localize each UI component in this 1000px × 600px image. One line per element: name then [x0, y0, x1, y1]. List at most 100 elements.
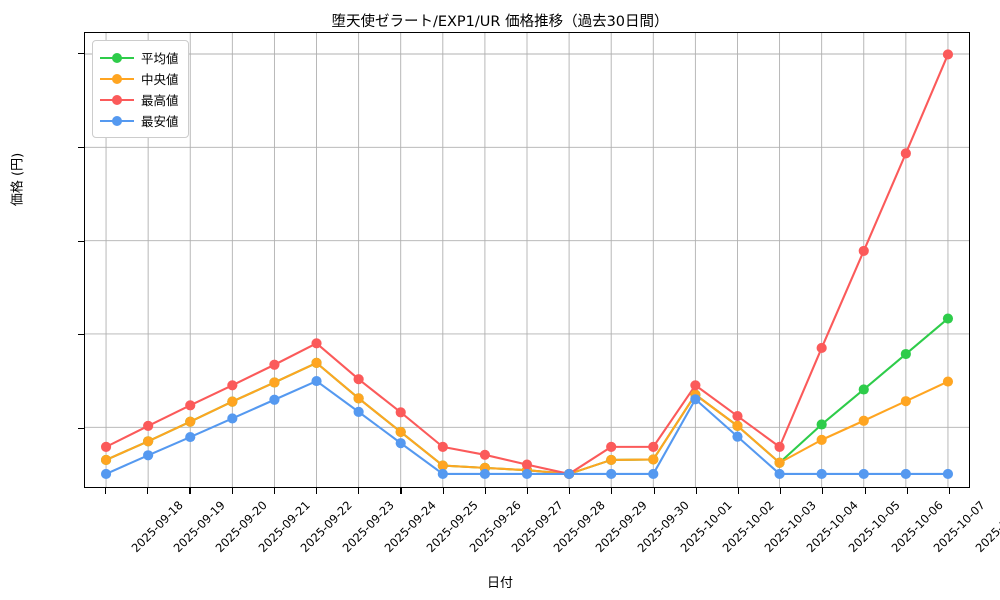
data-point: [606, 454, 617, 466]
y-tick-mark: [78, 146, 84, 148]
data-point: [395, 438, 406, 449]
data-point: [521, 468, 533, 480]
data-point: [353, 374, 364, 385]
y-tick-mark: [78, 428, 84, 430]
data-point: [521, 459, 533, 470]
data-point: [942, 313, 954, 324]
data-point: [774, 441, 785, 452]
data-point: [732, 410, 743, 422]
data-point: [690, 394, 701, 405]
x-tick-mark: [273, 488, 275, 494]
x-tick-mark: [611, 488, 613, 494]
data-point: [269, 377, 280, 388]
data-point: [353, 393, 364, 404]
x-tick-mark: [527, 488, 529, 494]
data-point: [858, 384, 869, 395]
y-tick-mark: [78, 53, 84, 55]
data-point: [900, 148, 911, 159]
data-point: [816, 342, 827, 354]
data-point: [942, 376, 954, 387]
legend-label: 最高値: [141, 93, 179, 108]
x-tick-mark: [864, 488, 866, 494]
data-point: [227, 396, 238, 407]
data-point: [185, 431, 196, 443]
data-point: [816, 468, 827, 480]
series-line: [105, 53, 949, 475]
plot-area: [84, 32, 970, 488]
data-point: [437, 460, 448, 471]
x-tick-mark: [780, 488, 782, 494]
x-tick-mark: [822, 488, 824, 494]
legend-entry[interactable]: 最安値: [100, 110, 179, 131]
data-point: [900, 396, 911, 407]
data-point: [100, 468, 112, 480]
y-tick-mark: [78, 334, 84, 336]
series-line: [105, 317, 949, 475]
x-tick-mark: [484, 488, 486, 494]
data-point: [648, 454, 659, 465]
data-point: [479, 449, 490, 460]
chart-legend: 平均値中央値最高値最安値: [92, 40, 189, 138]
x-tick-mark: [906, 488, 908, 494]
y-axis-label: 価格 (円): [10, 152, 26, 207]
legend-entry[interactable]: 最高値: [100, 89, 179, 110]
data-point: [395, 407, 406, 418]
data-point: [227, 413, 238, 424]
data-point: [143, 420, 154, 431]
x-tick-mark: [695, 488, 697, 494]
x-tick-mark: [737, 488, 740, 494]
legend-label: 平均値: [141, 51, 179, 66]
data-point: [311, 376, 322, 387]
data-point: [900, 468, 911, 480]
x-tick-mark: [442, 488, 444, 494]
data-point: [269, 359, 280, 370]
data-point: [185, 400, 196, 411]
data-point: [479, 468, 490, 480]
data-point: [143, 436, 154, 447]
data-point: [100, 454, 112, 466]
data-point: [185, 416, 196, 427]
data-point: [227, 380, 238, 391]
legend-swatch-icon: [100, 72, 134, 86]
data-point: [269, 394, 280, 405]
data-point: [648, 468, 659, 480]
data-point: [690, 380, 701, 391]
data-point: [858, 415, 869, 426]
data-point: [395, 426, 406, 438]
data-point: [606, 468, 617, 480]
data-point: [143, 450, 154, 461]
data-point: [942, 49, 954, 60]
chart-title: 堕天使ゼラート/EXP1/UR 価格推移（過去30日間）: [331, 14, 669, 30]
legend-entry[interactable]: 中央値: [100, 68, 179, 89]
x-tick-mark: [189, 488, 191, 494]
data-point: [732, 420, 743, 431]
legend-entry[interactable]: 平均値: [100, 47, 179, 68]
legend-swatch-icon: [100, 93, 134, 107]
data-point: [648, 441, 659, 452]
x-tick-mark: [105, 488, 107, 494]
x-tick-mark: [400, 488, 402, 494]
data-point: [311, 338, 322, 349]
data-point: [437, 468, 448, 480]
legend-label: 中央値: [141, 72, 179, 87]
data-point: [858, 245, 869, 256]
data-point: [564, 468, 575, 480]
x-axis-label: 日付: [486, 576, 513, 591]
data-point: [816, 434, 827, 445]
data-point: [311, 357, 322, 368]
legend-swatch-icon: [100, 114, 134, 128]
x-tick-mark: [231, 488, 233, 494]
x-tick-mark: [147, 488, 149, 494]
data-point: [353, 406, 364, 417]
x-tick-mark: [358, 488, 360, 494]
x-tick-mark: [948, 488, 950, 494]
data-point: [942, 468, 954, 480]
data-point: [437, 441, 448, 452]
data-point: [732, 431, 743, 442]
y-tick-mark: [78, 240, 84, 242]
x-tick-mark: [653, 488, 655, 494]
x-tick-mark: [569, 488, 571, 494]
data-point: [100, 441, 112, 452]
legend-swatch-icon: [100, 51, 134, 65]
